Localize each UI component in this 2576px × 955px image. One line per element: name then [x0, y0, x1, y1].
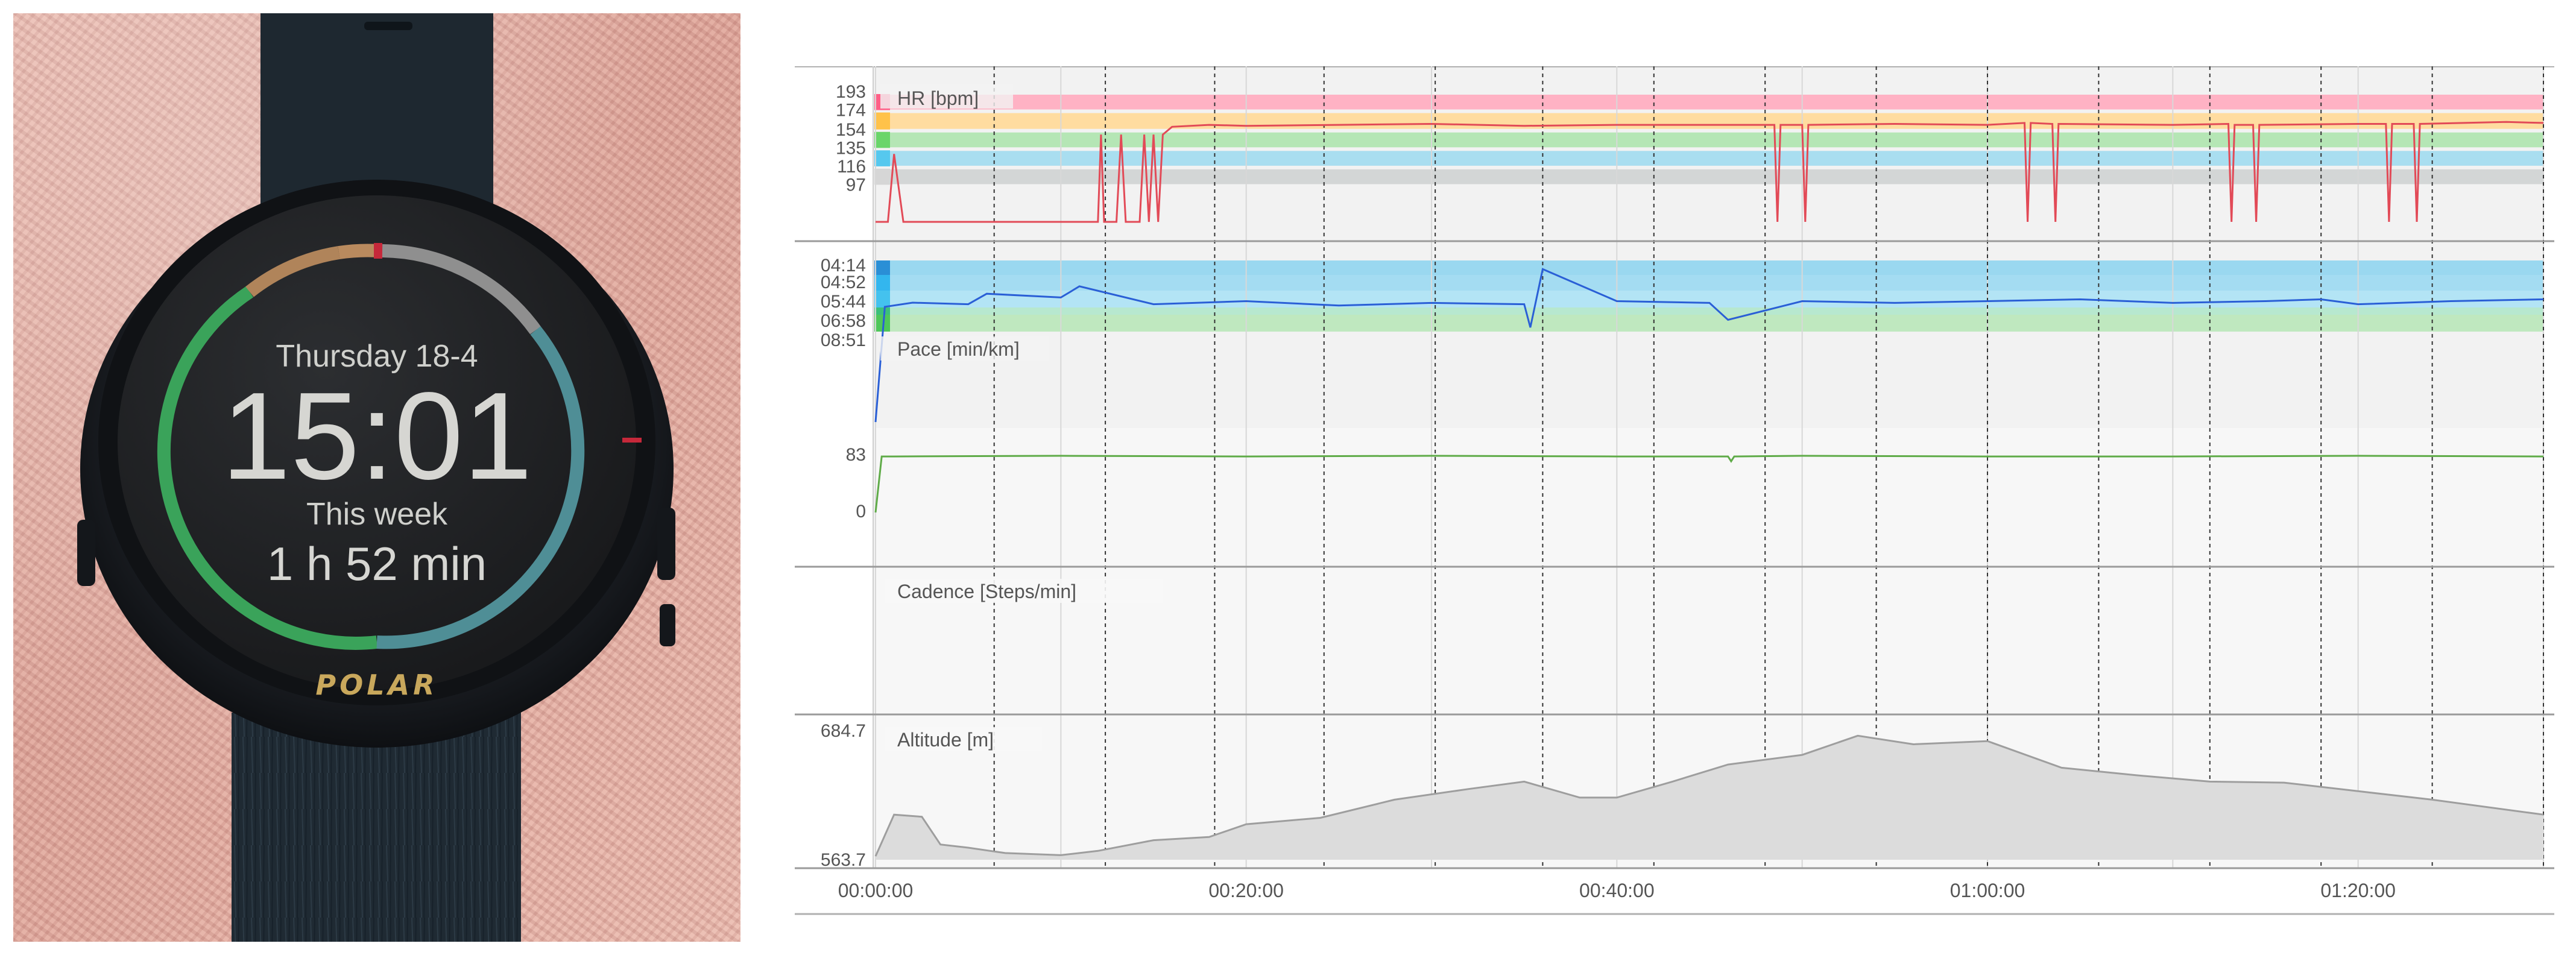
- pace-title: Pace [min/km]: [897, 338, 1020, 360]
- hr-ytick: 97: [846, 175, 866, 195]
- altitude-area: [876, 736, 2543, 860]
- cadence-ytick: 83: [846, 445, 866, 465]
- pace-ytick: 04:14: [821, 256, 866, 276]
- hr-ytick: 174: [836, 101, 866, 121]
- hr-zone-swatch: [874, 150, 890, 166]
- altitude-title: Altitude [m]: [897, 729, 994, 751]
- pace-zone-swatch: [874, 275, 890, 291]
- hr-zone-band: [876, 113, 2543, 129]
- pace-zone-swatch: [874, 291, 890, 307]
- watch-photo: Thursday 18-4 15:01 This week 1 h 52 min…: [13, 13, 740, 942]
- watch-illustration: Thursday 18-4 15:01 This week 1 h 52 min…: [77, 13, 675, 942]
- x-tick: 00:40:00: [1579, 880, 1655, 901]
- pace-zone-swatch: [874, 307, 890, 315]
- watch-date: Thursday 18-4: [276, 339, 478, 374]
- hr-zone-swatch: [874, 168, 890, 185]
- hr-ytick: 193: [836, 82, 866, 102]
- pace-series-line: [874, 268, 2544, 423]
- pace-zone-band: [876, 275, 2543, 291]
- x-tick: 00:20:00: [1208, 880, 1284, 901]
- side-marker-icon: [622, 438, 642, 443]
- hr-ytick: 135: [836, 138, 866, 158]
- hr-zone-swatch: [874, 112, 890, 130]
- pace-ytick: 04:52: [821, 273, 866, 292]
- cadence-ytick: 0: [856, 502, 866, 522]
- pace-zone-band: [876, 315, 2543, 332]
- hr-zone-band: [876, 95, 2543, 110]
- watch-face: [118, 195, 636, 690]
- cadence-title: Cadence [Steps/min]: [897, 581, 1076, 602]
- week-duration: 1 h 52 min: [267, 537, 487, 590]
- pace-ytick: 05:44: [821, 292, 866, 312]
- altitude-ytick: 563.7: [821, 850, 866, 870]
- pace-ytick: 08:51: [821, 330, 866, 350]
- pace-ytick: 06:58: [821, 311, 866, 331]
- chart-canvas: HR [bpm] Pace [min/km] Cadence [Steps/mi…: [795, 66, 2554, 915]
- pace-zone-swatch: [874, 260, 890, 275]
- x-tick: 01:00:00: [1950, 880, 2025, 901]
- hr-zone-band: [876, 151, 2543, 166]
- pace-zone-band: [876, 260, 2543, 275]
- cadence-series-line: [874, 455, 2544, 513]
- altitude-ytick: 684.7: [821, 721, 866, 741]
- strap-bottom: [232, 713, 521, 942]
- altitude-series-line: [874, 734, 2544, 857]
- x-tick: 00:00:00: [838, 880, 914, 901]
- hr-zone-band: [876, 132, 2543, 148]
- brand-logo: POLAR: [315, 669, 438, 701]
- activity-ring: [157, 243, 585, 650]
- hr-series-line: [876, 121, 2544, 223]
- pace-zone-band: [876, 291, 2543, 307]
- x-tick: 01:20:00: [2320, 880, 2396, 901]
- pace-zone-band: [876, 307, 2543, 315]
- hr-ytick: 154: [836, 120, 866, 140]
- hr-title: HR [bpm]: [897, 87, 979, 109]
- workout-chart: HR [bpm] Pace [min/km] Cadence [Steps/mi…: [795, 66, 2554, 915]
- hr-zone-swatch: [874, 131, 890, 148]
- week-label: This week: [306, 497, 448, 532]
- hr-zone-band: [876, 169, 2543, 184]
- hr-ytick: 116: [837, 157, 866, 177]
- watch-time: 15:01: [221, 367, 532, 505]
